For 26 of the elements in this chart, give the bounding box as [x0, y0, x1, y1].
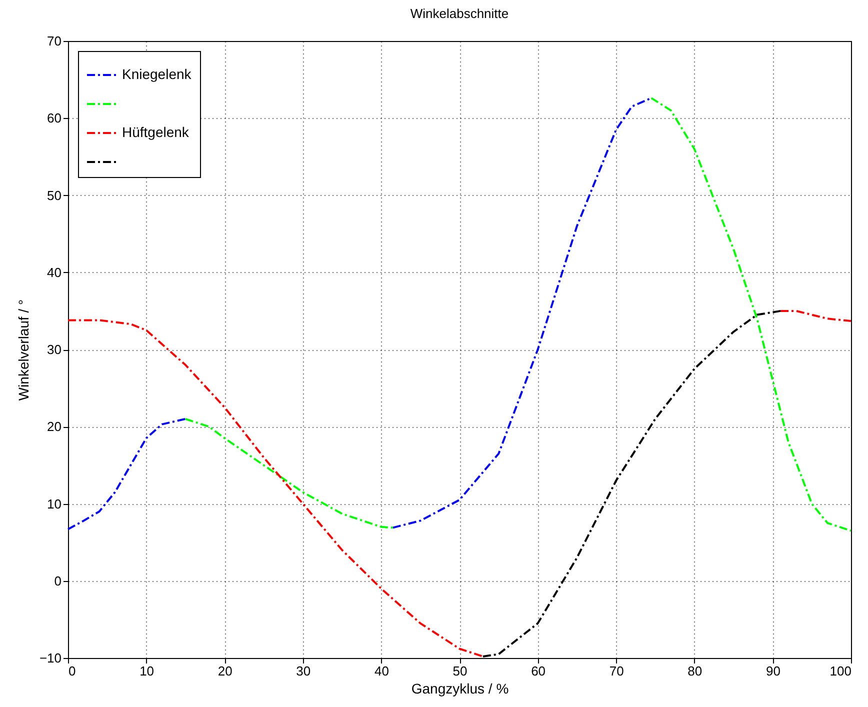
legend-label: Kniegelenk	[122, 66, 192, 82]
y-tick-label: −10	[39, 650, 62, 666]
y-tick-label: 10	[47, 496, 62, 512]
y-tick-label: 30	[47, 342, 62, 357]
x-axis-title: Gangzyklus / %	[411, 680, 509, 696]
x-tick-label: 100	[830, 664, 852, 678]
x-tick-label: 70	[609, 664, 624, 678]
x-tick-label: 30	[296, 664, 311, 678]
x-tick-label: 90	[766, 664, 780, 678]
x-tick-label: 10	[140, 664, 154, 678]
y-tick-label: 70	[47, 34, 62, 48]
y-axis-title: Winkelverlauf / °	[15, 299, 32, 401]
y-tick-label: 40	[47, 264, 62, 280]
x-tick-label: 20	[218, 664, 232, 678]
x-tick-label: 50	[452, 664, 468, 678]
y-tick-label: 50	[47, 188, 62, 203]
x-tick-label: 40	[374, 664, 389, 678]
line-series	[482, 310, 782, 658]
y-tick-label: 60	[47, 110, 62, 126]
chart-title: Winkelabschnitte	[410, 6, 509, 21]
x-tick-label: 60	[531, 664, 546, 678]
y-tick-label: 0	[54, 573, 62, 588]
legend-label: Hüftgelenk	[122, 124, 190, 140]
y-tick-label: 20	[47, 419, 62, 434]
x-tick-label: 80	[688, 664, 702, 678]
x-tick-label: 0	[68, 664, 76, 678]
